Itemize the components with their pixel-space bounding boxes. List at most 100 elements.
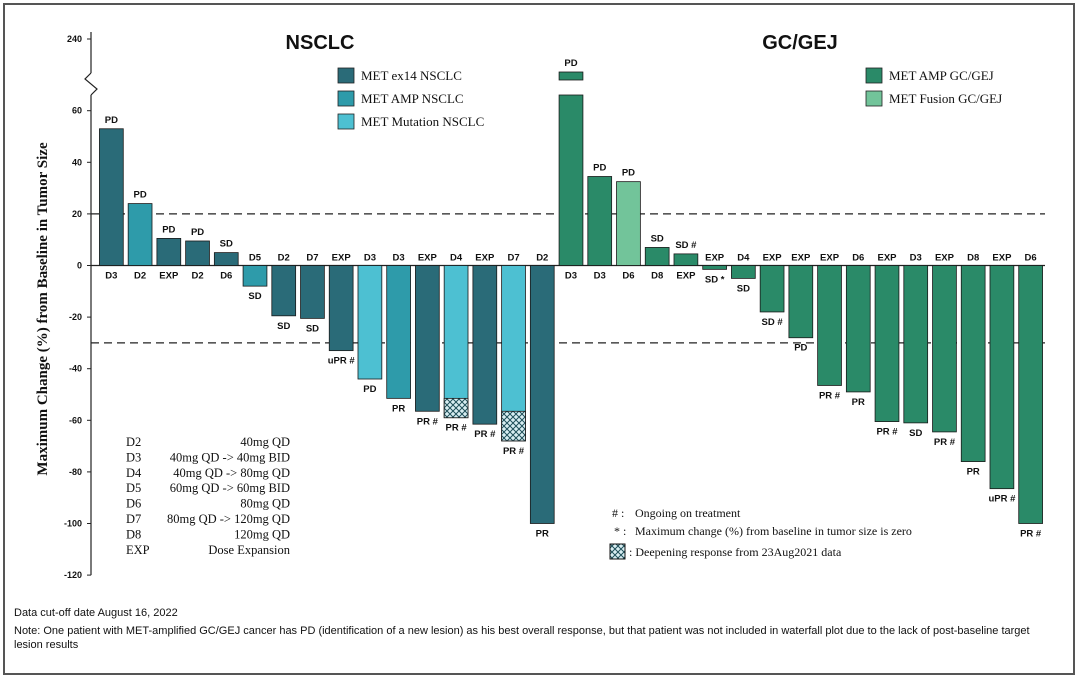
dose-legend-code: EXP — [126, 543, 150, 557]
response-label: PD — [105, 115, 118, 126]
dose-legend-desc: 40mg QD -> 80mg QD — [173, 466, 290, 480]
bar-top-segment — [558, 71, 584, 81]
dose-legend-code: D3 — [126, 450, 141, 464]
deepening-pattern-swatch — [609, 543, 626, 560]
response-label: PR # — [446, 423, 468, 434]
notes-legend: # : Ongoing on treatment * : Maximum cha… — [609, 506, 912, 560]
bar — [386, 265, 411, 399]
bar — [415, 265, 440, 412]
response-label: uPR # — [328, 356, 356, 367]
dose-legend-code: D8 — [126, 527, 141, 541]
legend-swatch-met-mutation — [337, 113, 355, 130]
response-label: PR # — [876, 427, 898, 438]
dose-label: D6 — [622, 271, 634, 282]
dose-label: EXP — [877, 253, 897, 264]
dose-label: D2 — [278, 253, 290, 264]
data-cutoff-note: Data cut-off date August 16, 2022 — [14, 607, 178, 619]
dose-label: D3 — [565, 271, 577, 282]
y-tick-label: 60 — [72, 106, 82, 116]
legend-label-met-amp-gc: MET AMP GC/GEJ — [889, 68, 994, 83]
bar — [989, 265, 1015, 490]
y-tick-label: -80 — [69, 467, 82, 477]
bar — [644, 247, 670, 266]
bar — [1018, 265, 1043, 524]
dose-legend-code: D6 — [126, 497, 141, 511]
legend-swatch-met-amp-gc — [865, 67, 883, 84]
footnote: Note: One patient with MET-amplified GC/… — [14, 625, 1030, 651]
dose-label: EXP — [820, 253, 840, 264]
response-label: PR # — [474, 429, 496, 440]
y-axis-title: Maximum Change (%) from Baseline in Tumo… — [35, 142, 51, 476]
legend-gc-gej: MET AMP GC/GEJ MET Fusion GC/GEJ — [865, 67, 1002, 107]
dose-label: D6 — [220, 271, 232, 282]
dose-label: EXP — [676, 271, 696, 282]
dose-label: EXP — [763, 253, 783, 264]
gc-gej-title: GC/GEJ — [762, 32, 838, 54]
bar — [759, 265, 785, 313]
bar — [558, 94, 584, 266]
dose-label: D7 — [306, 253, 318, 264]
dose-legend-desc: 80mg QD -> 120mg QD — [167, 512, 290, 526]
y-tick-label: -60 — [69, 415, 82, 425]
legend-label-met-fusion-gc: MET Fusion GC/GEJ — [889, 91, 1002, 106]
dose-label: D2 — [134, 271, 146, 282]
dose-label: D6 — [852, 253, 864, 264]
legend-nsclc: MET ex14 NSCLC MET AMP NSCLC MET Mutatio… — [337, 67, 484, 130]
response-label: PD — [363, 384, 376, 395]
response-label: PR — [536, 529, 549, 540]
dose-label: D3 — [393, 253, 405, 264]
response-label: SD — [651, 233, 664, 244]
dose-label: D2 — [536, 253, 548, 264]
bar — [874, 265, 900, 422]
y-tick-label: -100 — [64, 519, 82, 529]
y-tick-label: 40 — [72, 157, 82, 167]
bar — [271, 265, 297, 317]
bar — [731, 265, 756, 279]
response-label: SD — [220, 239, 233, 250]
response-label: PD — [593, 162, 606, 173]
response-label: SD * — [705, 274, 725, 285]
note-star-text: Maximum change (%) from baseline in tumo… — [635, 524, 912, 538]
response-label: PR — [852, 397, 865, 408]
response-label: SD — [909, 428, 922, 439]
y-tick-label: -40 — [69, 364, 82, 374]
bar — [185, 240, 210, 266]
note-hash-text: Ongoing on treatment — [635, 506, 741, 520]
response-label: PD — [133, 190, 146, 201]
response-label: PD — [162, 224, 175, 235]
dose-label: EXP — [705, 253, 725, 264]
bar — [529, 265, 555, 524]
bar — [357, 265, 383, 380]
response-label: PR # — [503, 446, 525, 457]
response-label: SD # — [675, 240, 697, 251]
legend-label-met-amp-nsclc: MET AMP NSCLC — [361, 91, 464, 106]
y-tick-label: -20 — [69, 312, 82, 322]
response-label: uPR # — [988, 494, 1016, 505]
dose-label: D8 — [651, 271, 663, 282]
dose-legend-desc: 80mg QD — [240, 497, 290, 511]
dose-label: EXP — [332, 253, 352, 264]
y-tick-label-240: 240 — [67, 34, 82, 44]
bar — [472, 265, 498, 425]
bar — [788, 265, 814, 339]
dose-label: D6 — [1025, 253, 1037, 264]
dose-legend-desc: 40mg QD — [240, 435, 290, 449]
note-deepening-text: : Deepening response from 23Aug2021 data — [629, 545, 842, 559]
dose-legend-code: D2 — [126, 435, 141, 449]
response-label: PR # — [819, 390, 841, 401]
response-label: SD — [737, 283, 750, 294]
bar — [242, 265, 268, 287]
waterfall-chart: Maximum Change (%) from Baseline in Tumo… — [35, 32, 1045, 580]
dose-label: EXP — [791, 253, 811, 264]
dose-label: EXP — [418, 253, 438, 264]
y-axis-break — [84, 72, 98, 96]
bar — [587, 176, 613, 266]
note-hash-symbol: # : — [612, 506, 624, 520]
legend-swatch-met-ex14 — [337, 67, 355, 84]
dose-label: EXP — [935, 253, 955, 264]
dose-legend-desc: Dose Expansion — [208, 543, 290, 557]
bar — [702, 265, 727, 270]
dose-legend-desc: 120mg QD — [234, 527, 290, 541]
deepening-segment — [443, 397, 469, 419]
dose-label: D4 — [737, 253, 750, 264]
